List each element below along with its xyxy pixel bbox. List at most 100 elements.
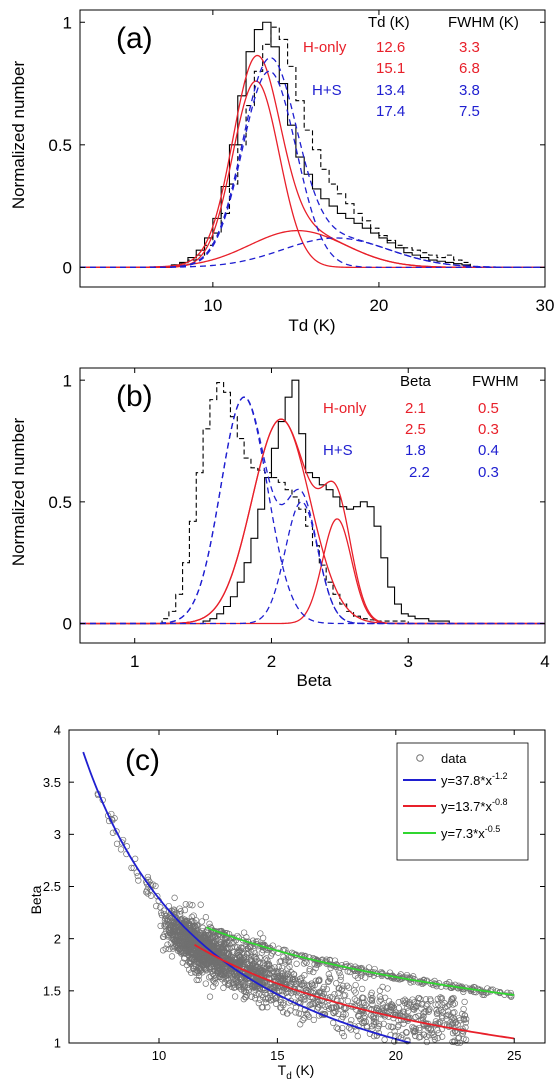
scatter-point [448, 1016, 456, 1023]
scatter-point [316, 1001, 323, 1008]
scatter-point [354, 974, 362, 982]
scatter-point [243, 942, 250, 949]
scatter-point [242, 994, 250, 1001]
scatter-point [154, 893, 161, 900]
scatter-point [193, 922, 200, 929]
scatter-point [434, 995, 441, 1003]
scatter-point [186, 901, 193, 908]
scatter-point [202, 914, 210, 921]
scatter-point [391, 1028, 398, 1035]
scatter-point [252, 991, 259, 999]
scatter-point [243, 958, 250, 965]
scatter-point [361, 1013, 369, 1020]
panel-a-y-tick-label: 0 [63, 259, 72, 278]
panel-b-x-tick-label: 4 [540, 652, 549, 671]
scatter-point [350, 987, 358, 994]
scatter-point [185, 966, 193, 973]
panel-b-plot-area [80, 379, 545, 625]
scatter-point [306, 966, 313, 973]
scatter-point [128, 864, 135, 872]
scatter-point [255, 958, 262, 965]
panel-c-x-label-sub: d [286, 1071, 292, 1082]
scatter-point [230, 955, 238, 962]
scatter-point [403, 998, 410, 1005]
scatter-point [210, 957, 217, 964]
scatter-point [163, 928, 170, 935]
panel-b-h-plus-s-fwhm-1: 0.4 [478, 442, 499, 459]
scatter-point [231, 993, 239, 1000]
scatter-point [504, 989, 511, 996]
scatter-point [275, 988, 283, 995]
scatter-point [168, 915, 175, 922]
panel-c-y-tick-label: 4 [54, 723, 61, 738]
panel-a-x-tick-label: 10 [203, 296, 222, 315]
scatter-point [230, 984, 238, 991]
scatter-point [195, 955, 202, 962]
scatter-point [262, 969, 269, 976]
scatter-point [117, 846, 125, 853]
scatter-point [190, 965, 197, 972]
scatter-point [255, 999, 262, 1007]
scatter-point [387, 1003, 394, 1010]
scatter-point [409, 996, 416, 1003]
legend-fit-1-label: y=37.8*x-1.2 [441, 771, 507, 788]
scatter-point [143, 878, 150, 886]
panel-c-legend-box [396, 742, 529, 861]
panel-b-table-header-1: Beta [400, 373, 432, 390]
scatter-point [339, 1029, 346, 1037]
scatter-point [251, 957, 259, 965]
scatter-point [331, 991, 338, 998]
scatter-point [191, 956, 198, 963]
scatter-point [263, 955, 270, 962]
scatter-point [240, 959, 248, 966]
scatter-point [192, 925, 200, 933]
scatter-point [439, 1033, 446, 1040]
scatter-point [201, 959, 208, 966]
panel-b-x-axis-label: Beta [297, 671, 333, 690]
panel-a-y-tick-label: 0.5 [48, 136, 72, 155]
scatter-point [301, 996, 309, 1003]
panel-a-table-header-2: FWHM (K) [448, 14, 519, 31]
scatter-point [311, 961, 318, 968]
scatter-point [190, 912, 197, 919]
panel-a-fit-h-plus-s-total [80, 57, 545, 269]
scatter-point [182, 946, 189, 954]
scatter-point [188, 935, 196, 942]
scatter-point [412, 1032, 419, 1040]
legend-fit-1-exponent: -1.2 [492, 771, 508, 781]
scatter-point [343, 982, 351, 989]
scatter-point [418, 1001, 426, 1008]
scatter-point [381, 1036, 388, 1043]
panel-a-h-plus-s-td-2: 17.4 [376, 103, 405, 120]
scatter-point [399, 997, 407, 1005]
scatter-point [410, 1024, 417, 1032]
legend-data-marker [416, 754, 424, 762]
panel-b-h-only-fwhm-2: 0.3 [478, 421, 499, 438]
scatter-point [419, 1014, 426, 1021]
scatter-point [359, 985, 366, 993]
scatter-point [244, 984, 251, 991]
scatter-point [379, 1004, 387, 1012]
scatter-point [388, 974, 395, 981]
legend-fit-2-label: y=13.7*x-0.8 [441, 797, 507, 814]
scatter-point [324, 1002, 332, 1009]
scatter-point [330, 1010, 337, 1017]
scatter-point [388, 1001, 396, 1008]
scatter-point [183, 945, 190, 952]
scatter-point [382, 994, 389, 1001]
panel-a-group-h-only: H-only [303, 39, 347, 56]
scatter-point [379, 1001, 386, 1008]
scatter-point [212, 980, 219, 987]
scatter-point [200, 932, 207, 940]
scatter-point [286, 976, 293, 983]
scatter-point [312, 977, 319, 984]
scatter-point [162, 945, 169, 952]
panel-c-legend: data y=37.8*x-1.2 y=13.7*x-0.8 y=7.3*x-0… [396, 742, 529, 861]
scatter-point [231, 943, 238, 950]
scatter-point [256, 954, 263, 961]
scatter-point [460, 1005, 467, 1013]
legend-fit-3-exponent: -0.5 [485, 824, 501, 834]
scatter-point [481, 991, 488, 999]
panel-b-h-plus-s-beta-1: 1.8 [405, 442, 426, 459]
scatter-point [401, 996, 409, 1003]
